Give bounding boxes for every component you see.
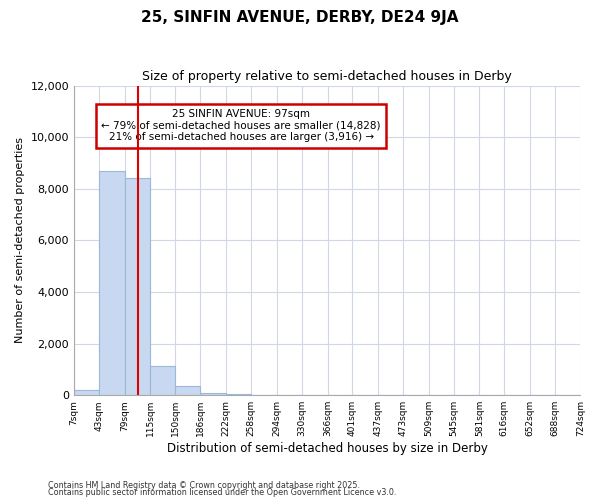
Bar: [151, 366, 175, 395]
Y-axis label: Number of semi-detached properties: Number of semi-detached properties: [15, 138, 25, 344]
Text: 25 SINFIN AVENUE: 97sqm
← 79% of semi-detached houses are smaller (14,828)
21% o: 25 SINFIN AVENUE: 97sqm ← 79% of semi-de…: [101, 109, 381, 142]
Text: 25, SINFIN AVENUE, DERBY, DE24 9JA: 25, SINFIN AVENUE, DERBY, DE24 9JA: [141, 10, 459, 25]
Bar: [74, 390, 100, 395]
Title: Size of property relative to semi-detached houses in Derby: Size of property relative to semi-detach…: [142, 70, 512, 83]
Bar: [175, 386, 200, 395]
Bar: [125, 178, 151, 395]
Bar: [226, 394, 251, 395]
X-axis label: Distribution of semi-detached houses by size in Derby: Distribution of semi-detached houses by …: [167, 442, 488, 455]
Text: Contains public sector information licensed under the Open Government Licence v3: Contains public sector information licen…: [48, 488, 397, 497]
Bar: [100, 170, 125, 395]
Bar: [200, 392, 226, 395]
Text: Contains HM Land Registry data © Crown copyright and database right 2025.: Contains HM Land Registry data © Crown c…: [48, 480, 360, 490]
